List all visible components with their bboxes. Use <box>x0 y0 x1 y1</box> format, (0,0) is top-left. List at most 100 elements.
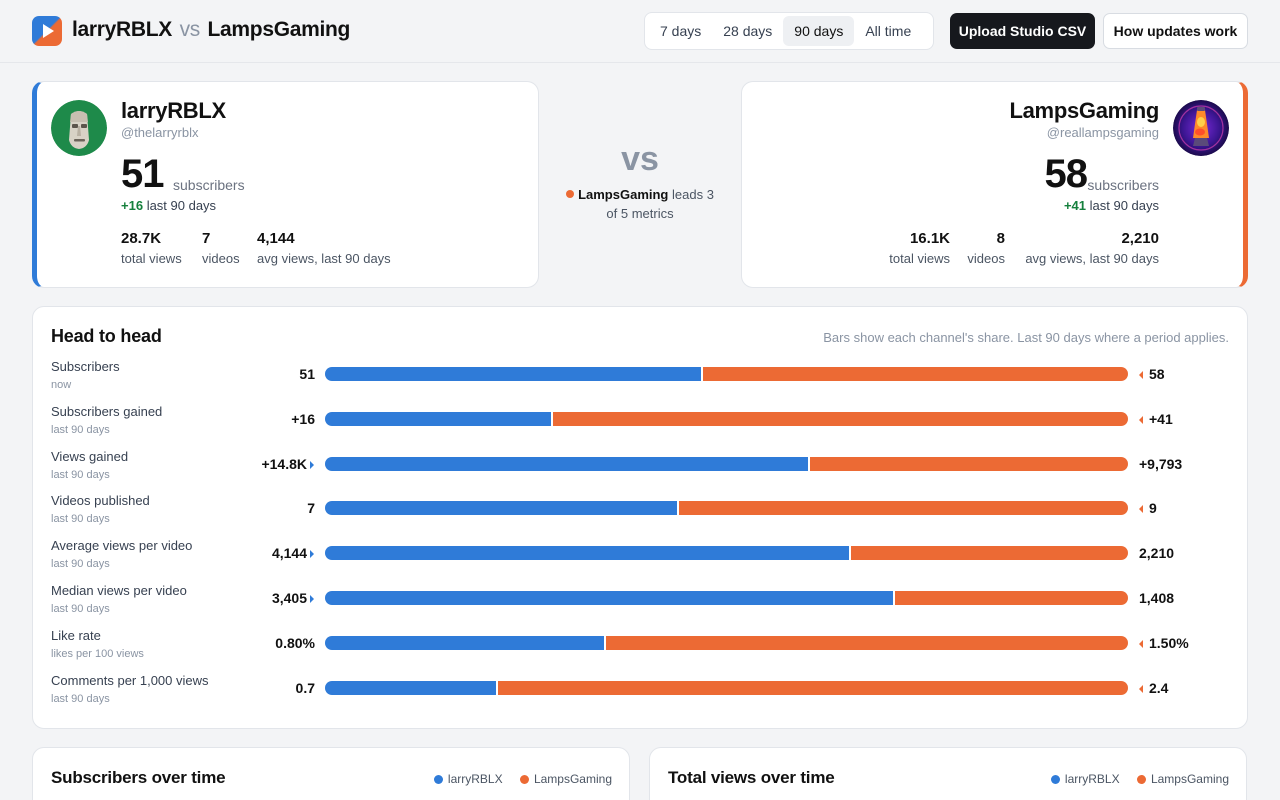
share-divider <box>700 367 703 381</box>
value-channel-a: 3,405 <box>271 590 307 606</box>
chart-title: Subscribers over time <box>51 768 226 787</box>
period-all-time[interactable]: All time <box>865 23 912 39</box>
legend-label: larryRBLX <box>1064 772 1120 786</box>
stat-videos-value: 8 <box>996 230 1005 247</box>
chart-title: Total views over time <box>668 768 835 787</box>
metric-period: last 90 days <box>51 423 110 436</box>
subscribers-chart-card: Subscribers over time larryRBLX LampsGam… <box>32 747 630 800</box>
value-channel-b: +9,793 <box>1139 455 1183 472</box>
value-channel-a: +14.8K <box>261 455 307 472</box>
comparison-row: Subscribers now 51 58 <box>33 359 1247 399</box>
value-channel-b: 2.4 <box>1149 679 1169 696</box>
legend-dot-icon <box>519 775 529 784</box>
top-bar: larryRBLX vs LampsGaming 7 days 28 days … <box>0 0 1280 63</box>
gain-label: last 90 days <box>146 198 217 213</box>
channel-card-b: LampsGaming @reallampsgaming 58 subscrib… <box>741 81 1248 288</box>
leader-arrow-icon <box>1139 684 1143 693</box>
how-updates-work-button[interactable]: How updates work <box>1103 13 1248 49</box>
legend-item-b: LampsGaming <box>1136 772 1229 786</box>
metric-period: last 90 days <box>51 468 110 481</box>
share-segment-b <box>850 546 1128 561</box>
leader-arrow-icon <box>1139 639 1143 648</box>
upload-csv-button[interactable]: Upload Studio CSV <box>950 13 1095 49</box>
legend-label: LampsGaming <box>533 772 612 786</box>
subscribers-label: subscribers <box>173 177 245 193</box>
metric-label: Comments per 1,000 views <box>51 672 209 688</box>
stat-videos-value: 7 <box>202 230 211 247</box>
section-note: Bars show each channel's share. Last 90 … <box>823 330 1229 345</box>
subscriber-gain: +16 last 90 days <box>121 198 216 213</box>
value-channel-b: 2,210 <box>1139 545 1175 562</box>
share-segment-a <box>325 456 808 471</box>
value-channel-b: 1,408 <box>1139 590 1175 606</box>
legend-item-b: LampsGaming <box>519 772 612 786</box>
share-segment-b <box>606 635 1128 650</box>
value-channel-b: 58 <box>1149 366 1165 382</box>
metric-period: last 90 days <box>51 513 110 526</box>
title-vs: vs <box>179 18 201 41</box>
gain-label: last 90 days <box>1089 198 1159 213</box>
period-7-days[interactable]: 7 days <box>660 23 702 39</box>
metric-label: Views gained <box>51 448 129 464</box>
period-28-days[interactable]: 28 days <box>723 23 773 39</box>
metric-label: Average views per video <box>51 538 193 554</box>
channel-name: LampsGaming <box>1009 98 1159 123</box>
channel-card-a: larryRBLX @thelarryrblx 51 subscribers +… <box>32 81 539 288</box>
subscribers-label: subscribers <box>1087 177 1159 193</box>
stat-avg-views-label: avg views, last 90 days <box>1025 251 1159 266</box>
gain-value: +16 <box>121 198 144 213</box>
value-channel-a: 4,144 <box>271 545 307 562</box>
value-channel-a: 0.7 <box>295 679 315 696</box>
stat-total-views-value: 28.7K <box>121 230 162 247</box>
share-bar <box>325 501 1128 516</box>
stat-total-views-label: total views <box>121 251 182 266</box>
gain-value: +41 <box>1063 198 1086 213</box>
avatar <box>51 100 107 156</box>
leader-name: LampsGaming <box>578 187 669 202</box>
subscriber-count: 58 <box>1044 152 1088 196</box>
legend-item-a: larryRBLX <box>433 772 503 786</box>
stat-avg-views-value: 2,210 <box>1121 230 1159 247</box>
comparison-row: Views gained last 90 days +14.8K +9,793 <box>33 448 1247 489</box>
value-channel-a: 51 <box>299 366 315 382</box>
value-channel-a: 0.80% <box>275 634 315 651</box>
period-90-days[interactable]: 90 days <box>783 16 855 46</box>
stat-videos-label: videos <box>967 251 1005 266</box>
legend-dot-icon <box>433 775 443 784</box>
value-channel-a: 7 <box>307 500 315 517</box>
channel-name: larryRBLX <box>121 98 226 123</box>
metric-period: last 90 days <box>51 558 110 571</box>
title-channel-a: larryRBLX <box>72 18 173 41</box>
share-segment-a <box>325 680 497 695</box>
share-bar <box>325 546 1128 561</box>
metric-period: now <box>51 379 72 391</box>
stat-videos-label: videos <box>202 251 240 266</box>
value-channel-a: +16 <box>291 410 315 427</box>
leader-arrow-icon <box>310 550 314 559</box>
share-segment-b <box>894 591 1128 605</box>
share-divider <box>550 411 553 426</box>
share-divider <box>676 501 679 516</box>
share-divider <box>496 680 499 695</box>
stat-avg-views-label: avg views, last 90 days <box>257 251 391 266</box>
metric-period: last 90 days <box>51 692 110 705</box>
metric-label: Videos published <box>51 493 150 509</box>
share-segment-a <box>325 591 893 605</box>
leader-arrow-icon <box>310 595 314 603</box>
chart-legend: larryRBLX LampsGaming <box>1050 772 1229 786</box>
metric-label: Subscribers <box>51 359 120 374</box>
metric-label: Like rate <box>51 627 101 643</box>
value-channel-b: 1.50% <box>1149 634 1189 651</box>
comparison-row: Videos published last 90 days 7 9 <box>33 493 1247 533</box>
value-channel-b: 9 <box>1149 500 1157 517</box>
share-bar <box>325 680 1128 695</box>
share-segment-b <box>702 367 1128 381</box>
subscriber-count: 51 <box>121 152 164 196</box>
leader-arrow-icon <box>1139 505 1143 514</box>
stat-avg-views-value: 4,144 <box>257 230 295 247</box>
comparison-row: Subscribers gained last 90 days +16 +41 <box>33 404 1247 444</box>
leader-text: leads 3 of 5 metrics <box>606 187 714 221</box>
share-bar <box>325 367 1128 381</box>
share-segment-a <box>325 635 605 650</box>
comparison-row: Average views per video last 90 days 4,144… <box>33 538 1247 578</box>
